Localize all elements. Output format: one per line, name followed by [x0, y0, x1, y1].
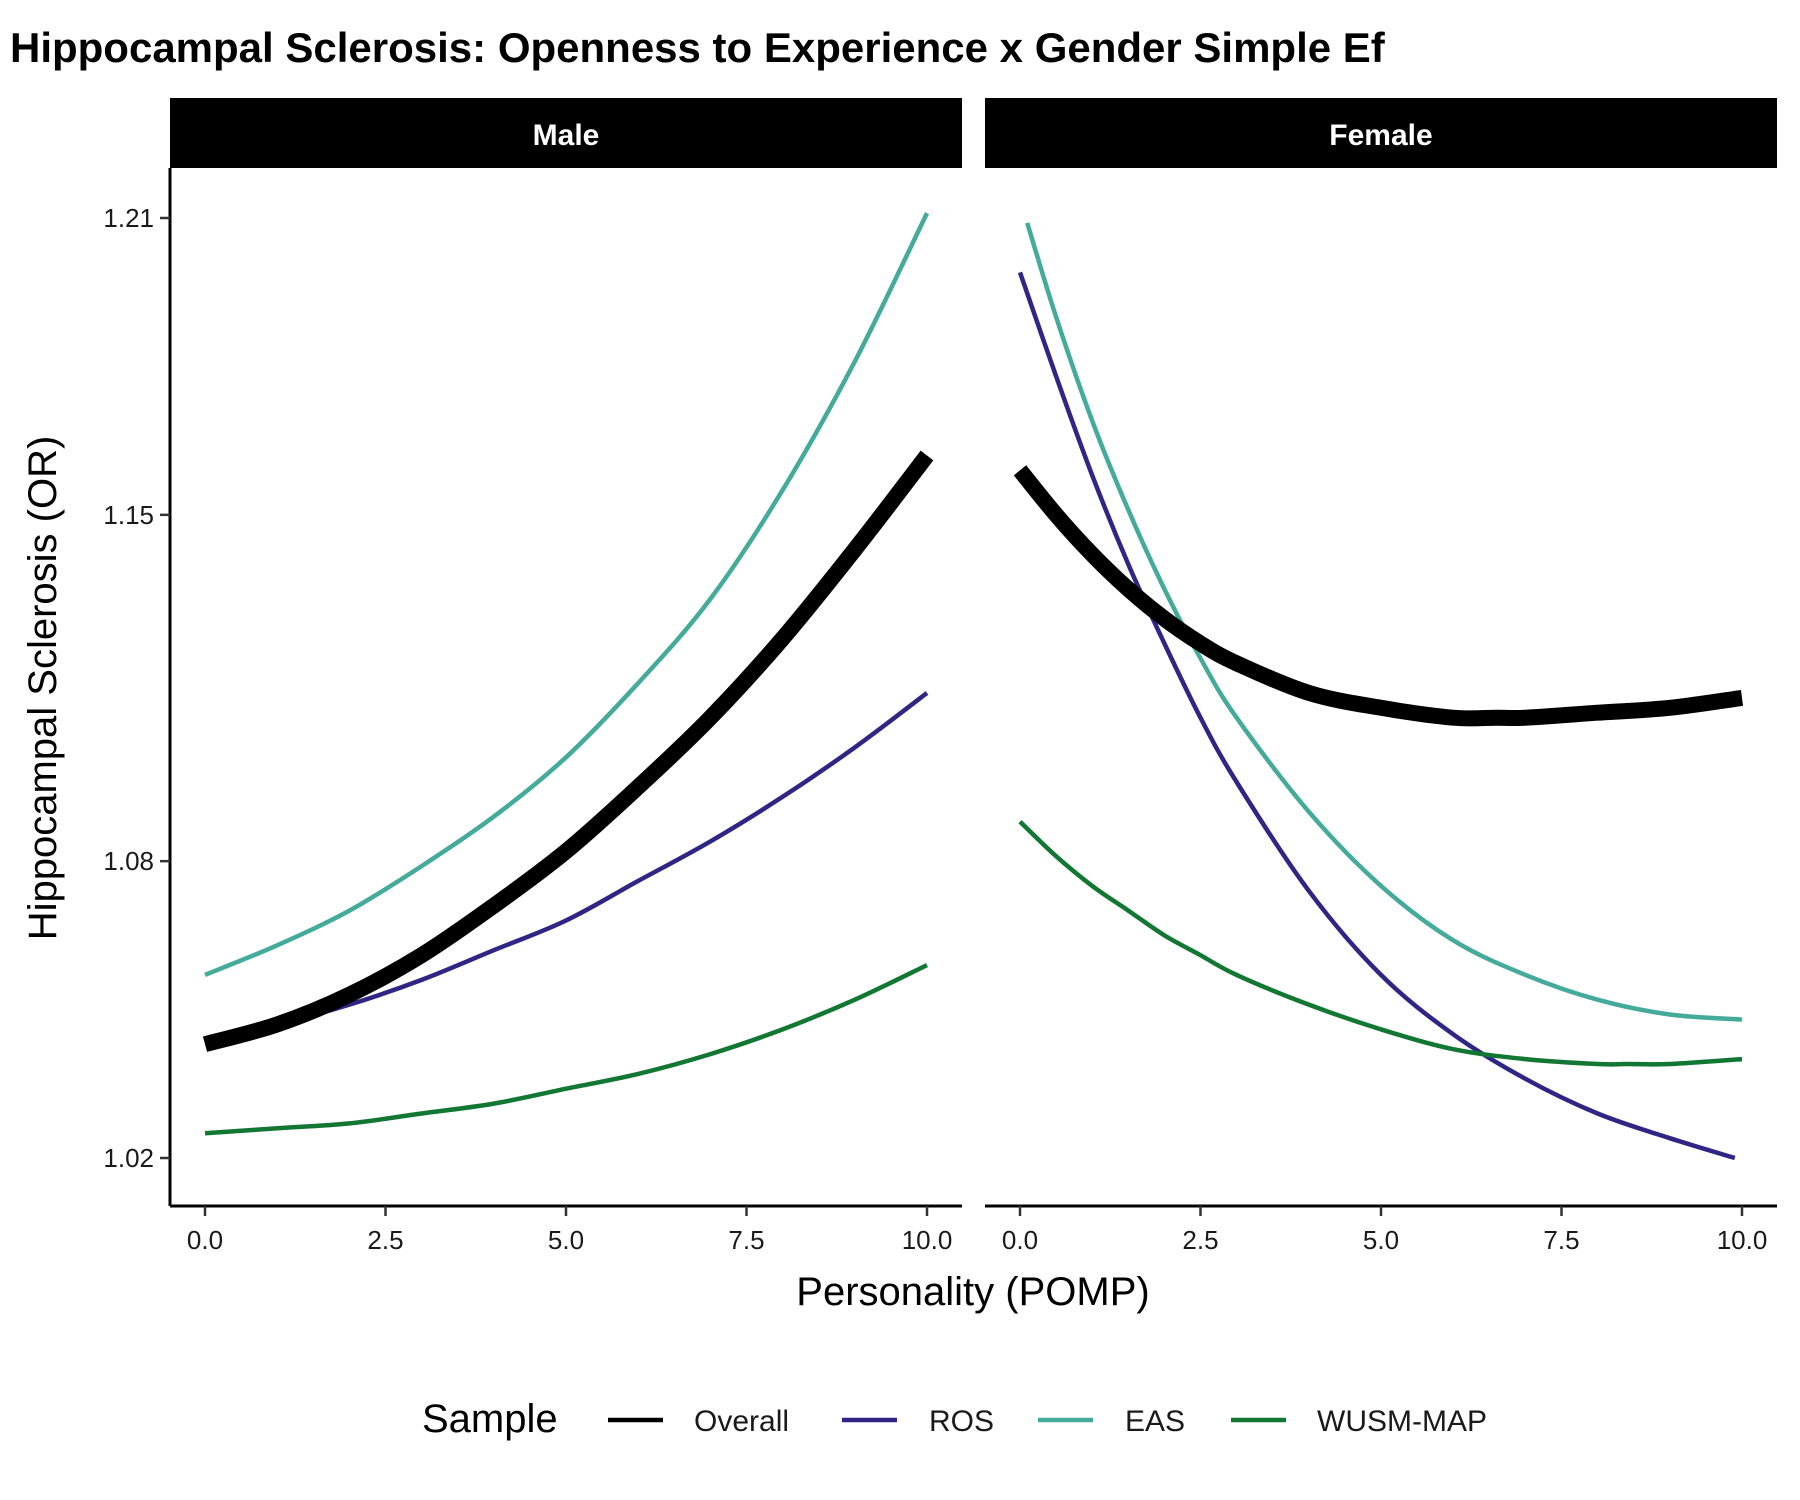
x-tick-label: 10.0 [1717, 1225, 1768, 1255]
x-tick-label: 7.5 [1543, 1225, 1579, 1255]
series-layer-male [202, 212, 934, 1136]
axes: 1.02 1.08 1.15 1.21 0.0 2.5 5.0 7.5 10.0 0.0 2.5 5.… [103, 168, 1777, 1255]
x-tick-label: 10.0 [902, 1225, 953, 1255]
x-tick-label: 2.5 [367, 1225, 403, 1255]
strip-label-female: Female [1329, 119, 1432, 152]
strip-male [170, 98, 962, 168]
series-line-male-wusm-map [204, 963, 928, 1136]
series-line-female-wusm-map [1018, 819, 1743, 1067]
legend: Sample Overall ROS EAS WUSM-MAP [422, 1397, 1487, 1441]
panel-male: Male [170, 98, 962, 1136]
legend-label-wusm-map: WUSM-MAP [1317, 1405, 1487, 1438]
series-line-male-eas [204, 212, 930, 977]
y-axis-title: Hippocampal Sclerosis (OR) [21, 436, 65, 941]
chart-title: Hippocampal Sclerosis: Openness to Exper… [10, 24, 1386, 71]
panel-female: Female [985, 98, 1777, 1161]
x-tick-label: 5.0 [1363, 1225, 1399, 1255]
y-tick-label: 1.21 [103, 203, 154, 233]
series-line-male-ros [204, 691, 929, 1042]
x-tick-label: 7.5 [728, 1225, 764, 1255]
series-line-female-ros [1017, 271, 1736, 1161]
strip-label-male: Male [533, 119, 600, 152]
series-layer-female [1013, 222, 1744, 1161]
y-tick-label: 1.08 [103, 846, 154, 876]
series-line-female-overall [1013, 465, 1744, 727]
x-tick-label: 5.0 [548, 1225, 584, 1255]
legend-label-eas: EAS [1125, 1405, 1185, 1438]
legend-label-overall: Overall [694, 1405, 789, 1438]
x-tick-label: 0.0 [1002, 1225, 1038, 1255]
legend-title: Sample [422, 1397, 558, 1441]
series-line-male-overall [202, 450, 934, 1052]
y-tick-label: 1.02 [103, 1143, 154, 1173]
legend-label-ros: ROS [929, 1405, 994, 1438]
strip-female [985, 98, 1777, 168]
x-tick-label: 0.0 [187, 1225, 223, 1255]
series-line-female-eas [1025, 222, 1743, 1022]
x-tick-label: 2.5 [1182, 1225, 1218, 1255]
x-axis-title: Personality (POMP) [796, 1270, 1149, 1314]
y-tick-label: 1.15 [103, 500, 154, 530]
